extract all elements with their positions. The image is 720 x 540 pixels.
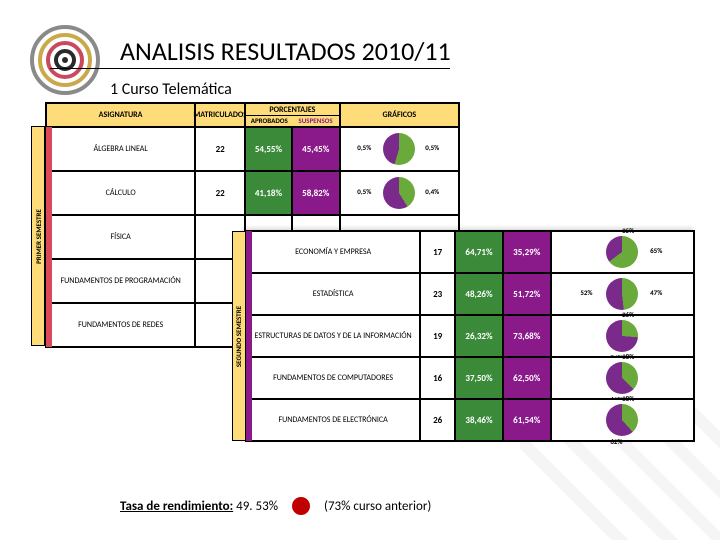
cell-subject: FUNDAMENTOS DE PROGRAMACIÓN [46,259,195,303]
cell-enrolled: 22 [195,171,245,215]
cell-subject: ECONOMÍA Y EMPRESA [246,231,420,273]
cell-enrolled: 26 [420,399,455,441]
header-charts: GRÁFICOS [340,103,459,127]
pie-chart: 65%35% [606,236,638,268]
cell-chart: 0,5%0,4% [340,171,459,215]
semester-1-label: PRIMER SEMESTRE [31,126,45,346]
cell-pass: 54,55% [245,127,292,171]
pie-chart: 38%62% [606,404,638,436]
table-row: ÁLGEBRA LINEAL 22 54,55% 45,45% 0,5%0,5% [46,127,459,171]
cell-subject: FUNDAMENTOS DE REDES [46,303,195,347]
tables-container: PRIMER SEMESTRE ASIGNATURA MATRICULADOS … [45,102,695,472]
cell-subject: FUNDAMENTOS DE COMPUTADORES [246,357,420,399]
cell-pass: 38,46% [455,399,503,441]
cell-enrolled: 17 [420,231,455,273]
cell-pass: 48,26% [455,273,503,315]
table-row: CÁLCULO 22 41,18% 58,82% 0,5%0,4% [46,171,459,215]
table-row: ECONOMÍA Y EMPRESA 17 64,71% 35,29% 65%3… [246,231,694,273]
cell-subject: ESTRUCTURAS DE DATOS Y DE LA INFORMACIÓN [246,315,420,357]
cell-fail: 62,50% [503,357,551,399]
subtitle: 1 Curso Telemática [110,80,232,99]
page-title: ANALISIS RESULTADOS 2010/11 [120,35,451,67]
cell-fail: 73,68% [503,315,551,357]
header-subject: ASIGNATURA [46,103,195,127]
cell-chart: 65%35% [551,231,694,273]
title-underline [50,68,450,69]
pie-chart: 38%62% [606,362,638,394]
footer-prev: (73% curso anterior) [324,499,431,514]
cell-enrolled: 19 [420,315,455,357]
cell-pass: 64,71% [455,231,503,273]
pie-chart: 0,5%0,5% [383,133,415,165]
cell-subject: ESTADÍSTICA [246,273,420,315]
cell-chart: 38%62% [551,399,694,441]
header-percentages: PORCENTAJES APROBADOSSUSPENSOS [245,103,339,127]
cell-subject: FUNDAMENTOS DE ELECTRÓNICA [246,399,420,441]
cell-chart: 38%62% [551,357,694,399]
table-header: ASIGNATURA MATRICULADOS PORCENTAJES APRO… [46,103,459,127]
accent-bar-2 [246,231,252,441]
cell-chart: 52%47% [551,273,694,315]
table-row: ESTRUCTURAS DE DATOS Y DE LA INFORMACIÓN… [246,315,694,357]
cell-subject: CÁLCULO [46,171,195,215]
footer-label: Tasa de rendimiento: [120,499,233,514]
pie-chart: 52%47% [606,278,638,310]
cell-chart: 0,5%0,5% [340,127,459,171]
footer-value: 49. 53% [236,499,278,514]
accent-bar-1 [46,127,52,347]
semester-2-label: SEGUNDO SEMESTRE [232,231,246,441]
cell-fail: 45,45% [292,127,340,171]
cell-fail: 35,29% [503,231,551,273]
cell-subject: FÍSICA [46,215,195,259]
cell-subject: ÁLGEBRA LINEAL [46,127,195,171]
cell-enrolled: 16 [420,357,455,399]
cell-enrolled: 23 [420,273,455,315]
cell-fail: 61,54% [503,399,551,441]
header-enrolled: MATRICULADOS [195,103,245,127]
table-row: FUNDAMENTOS DE COMPUTADORES 16 37,50% 62… [246,357,694,399]
table-row: ESTADÍSTICA 23 48,26% 51,72% 52%47% [246,273,694,315]
pie-chart: 26%74% [606,320,638,352]
cell-pass: 41,18% [245,171,292,215]
cell-fail: 58,82% [292,171,340,215]
cell-enrolled: 22 [195,127,245,171]
cell-chart: 26%74% [551,315,694,357]
pie-chart: 0,5%0,4% [383,177,415,209]
table-semester-2: SEGUNDO SEMESTRE ECONOMÍA Y EMPRESA 17 6… [245,230,695,442]
cell-pass: 26,32% [455,315,503,357]
logo [30,25,100,100]
footer-dot-icon [292,497,310,515]
table-row: FUNDAMENTOS DE ELECTRÓNICA 26 38,46% 61,… [246,399,694,441]
cell-pass: 37,50% [455,357,503,399]
cell-fail: 51,72% [503,273,551,315]
footer: Tasa de rendimiento: 49. 53% (73% curso … [120,497,431,515]
